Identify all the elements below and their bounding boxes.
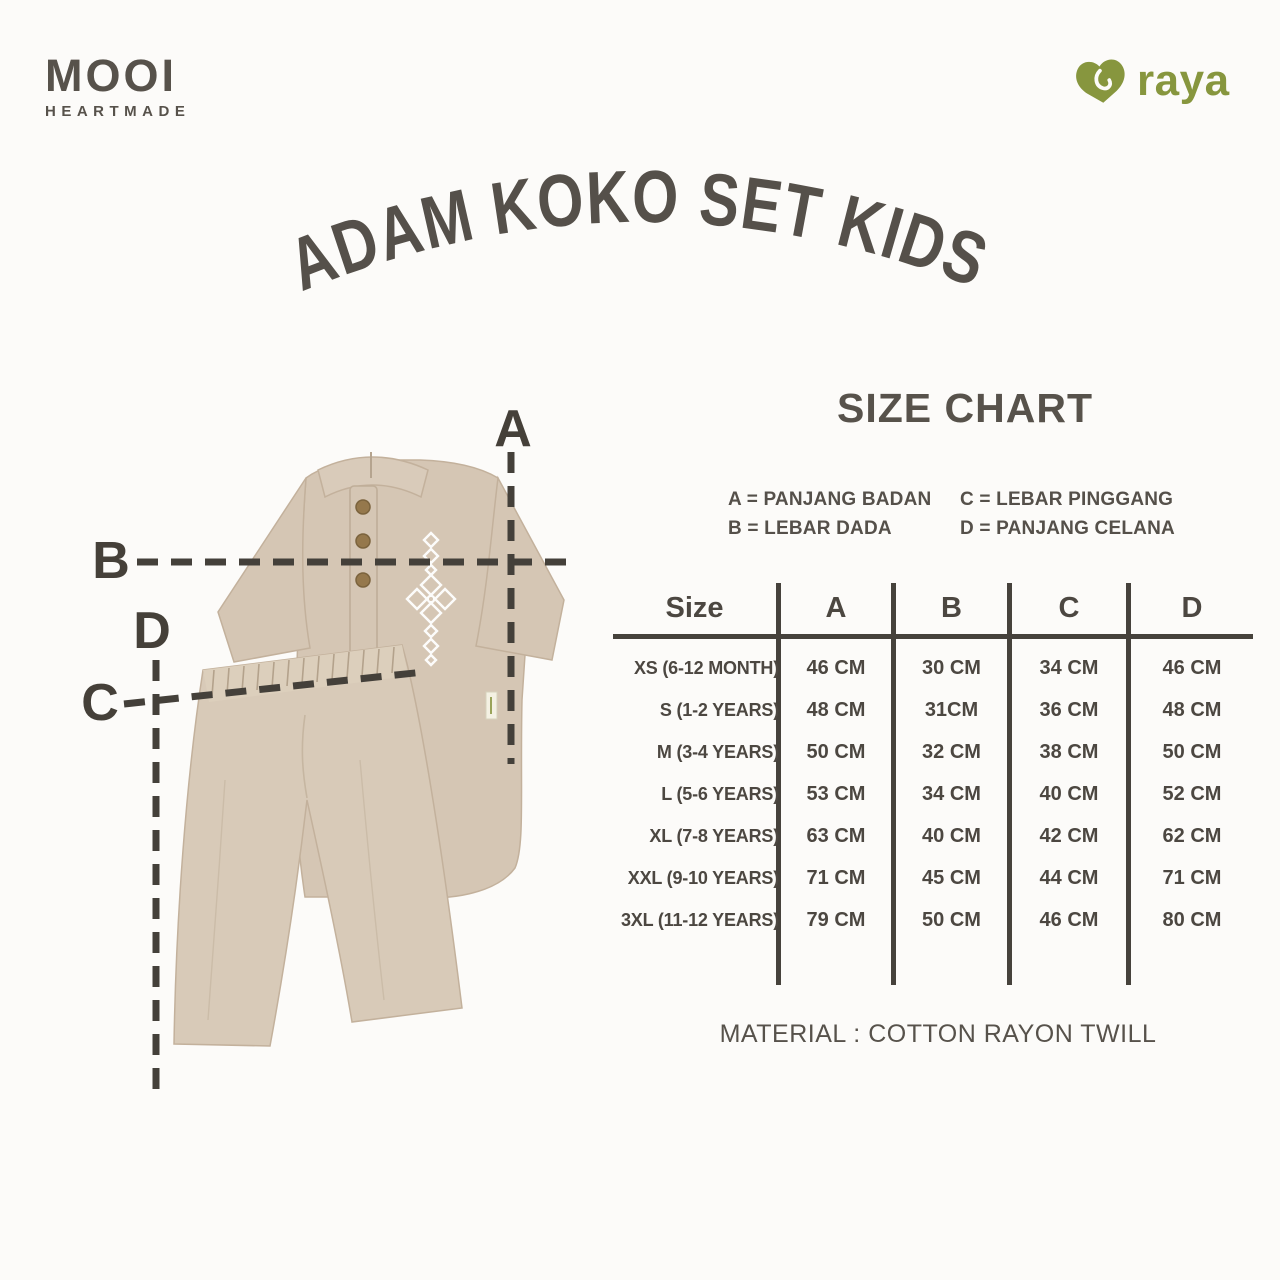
title-arch: ADAM KOKO SET KIDS <box>278 155 998 307</box>
cell-a: 71 CM <box>806 867 866 889</box>
cell-c: 44 CM <box>1039 867 1099 889</box>
column-header-size: Size <box>665 592 724 624</box>
cell-d: 46 CM <box>1162 657 1222 679</box>
measure-label-a: A <box>494 400 532 458</box>
cell-size: 3XL (11-12 YEARS) <box>620 910 779 930</box>
raya-logo: raya <box>1074 56 1230 106</box>
cell-c: 46 CM <box>1039 909 1099 931</box>
table-divider <box>776 583 781 985</box>
table-row: L (5-6 YEARS) 53 CM 34 CM 40 CM 52 CM <box>613 773 1253 815</box>
cell-b: 30 CM <box>922 657 981 679</box>
cell-b: 31CM <box>924 699 979 721</box>
cell-a: 79 CM <box>806 909 866 931</box>
cell-d: 80 CM <box>1162 909 1222 931</box>
cell-c: 36 CM <box>1039 699 1099 721</box>
legend-a: A = PANJANG BADAN <box>728 489 932 510</box>
column-header-b: B <box>941 592 962 624</box>
cell-size: M (3-4 YEARS) <box>656 742 779 762</box>
column-header-d: D <box>1181 592 1203 624</box>
cell-b: 34 CM <box>922 783 981 805</box>
brand-name: MOOI <box>45 50 177 101</box>
measure-label-c: C <box>81 674 119 732</box>
measure-label-b: B <box>92 532 130 590</box>
heart-icon <box>1076 59 1125 103</box>
legend-c: C = LEBAR PINGGANG <box>960 489 1174 510</box>
table-header-rule <box>613 634 1253 639</box>
cell-size: XXL (9-10 YEARS) <box>627 868 779 888</box>
cell-size: L (5-6 YEARS) <box>661 784 779 804</box>
buttons <box>355 499 371 588</box>
cell-c: 34 CM <box>1039 657 1099 679</box>
koko-pants <box>173 644 463 1047</box>
cell-a: 48 CM <box>806 699 866 721</box>
table-row: 3XL (11-12 YEARS) 79 CM 50 CM 46 CM 80 C… <box>613 899 1253 941</box>
cell-b: 50 CM <box>922 909 981 931</box>
cell-d: 71 CM <box>1162 867 1222 889</box>
table-divider <box>1007 583 1012 985</box>
cell-b: 40 CM <box>922 825 981 847</box>
cell-d: 52 CM <box>1162 783 1222 805</box>
cell-a: 53 CM <box>806 783 866 805</box>
legend-b: B = LEBAR DADA <box>728 518 892 539</box>
cell-a: 50 CM <box>806 741 866 763</box>
raya-logo-text: raya <box>1137 56 1230 105</box>
cell-b: 45 CM <box>922 867 981 889</box>
size-chart-heading: SIZE CHART <box>837 385 1093 431</box>
brand-tagline: HEARTMADE <box>45 103 191 120</box>
cell-d: 48 CM <box>1162 699 1222 721</box>
table-row: S (1-2 YEARS) 48 CM 31CM 36 CM 48 CM <box>613 689 1253 731</box>
cell-a: 46 CM <box>806 657 866 679</box>
table-header-row: Size A B C D <box>613 583 1253 634</box>
cell-c: 38 CM <box>1039 741 1099 763</box>
brand-logo: MOOI HEARTMADE <box>45 50 191 120</box>
cell-d: 50 CM <box>1162 741 1222 763</box>
table-row: M (3-4 YEARS) 50 CM 32 CM 38 CM 50 CM <box>613 731 1253 773</box>
table-divider <box>1126 583 1131 985</box>
waistband-gathers <box>211 646 395 697</box>
hem-tag <box>485 691 498 720</box>
cell-c: 42 CM <box>1039 825 1099 847</box>
table-row: XXL (9-10 YEARS) 71 CM 45 CM 44 CM 71 CM <box>613 857 1253 899</box>
measure-label-d: D <box>133 602 171 660</box>
cell-c: 40 CM <box>1039 783 1099 805</box>
embroidery-motif <box>405 531 457 667</box>
legend-d: D = PANJANG CELANA <box>960 518 1175 539</box>
cell-size: XS (6-12 MONTH) <box>633 658 779 678</box>
measure-line-c <box>123 668 425 708</box>
cell-d: 62 CM <box>1162 825 1222 847</box>
size-table: Size A B C D XS (6-12 MONTH) 46 CM 30 CM… <box>613 583 1253 985</box>
cell-a: 63 CM <box>806 825 866 847</box>
column-header-a: A <box>825 592 847 624</box>
table-divider <box>891 583 896 985</box>
cell-size: XL (7-8 YEARS) <box>649 826 779 846</box>
table-row: XS (6-12 MONTH) 46 CM 30 CM 34 CM 46 CM <box>613 647 1253 689</box>
measurement-lines <box>123 452 578 1098</box>
cell-b: 32 CM <box>922 741 981 763</box>
table-row: XL (7-8 YEARS) 63 CM 40 CM 42 CM 62 CM <box>613 815 1253 857</box>
cell-size: S (1-2 YEARS) <box>659 700 779 720</box>
column-header-c: C <box>1058 592 1080 624</box>
material-note: MATERIAL : COTTON RAYON TWILL <box>719 1020 1157 1048</box>
